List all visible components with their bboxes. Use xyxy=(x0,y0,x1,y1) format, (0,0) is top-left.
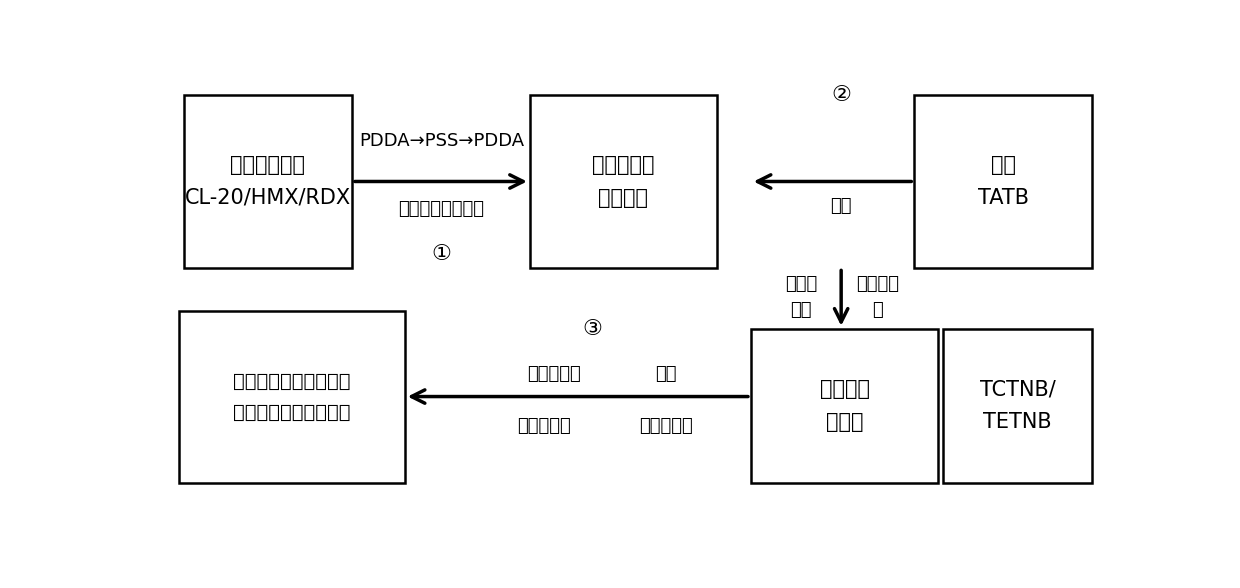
Text: 洗涂、干
燥: 洗涂、干 燥 xyxy=(856,275,899,319)
Text: ①: ① xyxy=(432,244,451,264)
Text: 汨水: 汨水 xyxy=(656,365,677,383)
Bar xyxy=(751,329,939,483)
Text: ②: ② xyxy=(831,85,851,105)
Bar xyxy=(179,310,404,483)
Text: 超声: 超声 xyxy=(831,198,852,215)
Text: 静置、过滤、洗涂: 静置、过滤、洗涂 xyxy=(398,200,485,218)
Bar xyxy=(942,329,1092,483)
Text: 洗涂、干燥: 洗涂、干燥 xyxy=(517,417,572,435)
Text: 高能硝胺炸药
CL-20/HMX/RDX: 高能硝胺炸药 CL-20/HMX/RDX xyxy=(185,155,351,208)
Text: 电荷修饰后
核层炸药: 电荷修饰后 核层炸药 xyxy=(593,155,655,208)
Text: 纳米
TATB: 纳米 TATB xyxy=(977,155,1029,208)
Text: 表面晶种吸附诱导生长
制备的核壳型复合炸药: 表面晶种吸附诱导生长 制备的核壳型复合炸药 xyxy=(233,372,351,422)
Bar xyxy=(184,95,352,268)
Text: ③: ③ xyxy=(583,319,603,339)
Text: 加热、搅拌: 加热、搅拌 xyxy=(640,417,693,435)
Text: TCTNB/
TETNB: TCTNB/ TETNB xyxy=(980,379,1055,432)
Text: PDDA→PSS→PDDA: PDDA→PSS→PDDA xyxy=(358,132,525,150)
Bar xyxy=(914,95,1092,268)
Text: 反应、过滤: 反应、过滤 xyxy=(527,365,580,383)
Text: 晶种吸附
的炸药: 晶种吸附 的炸药 xyxy=(820,379,869,432)
Text: 搅拌、
过滤: 搅拌、 过滤 xyxy=(785,275,817,319)
Bar xyxy=(529,95,717,268)
